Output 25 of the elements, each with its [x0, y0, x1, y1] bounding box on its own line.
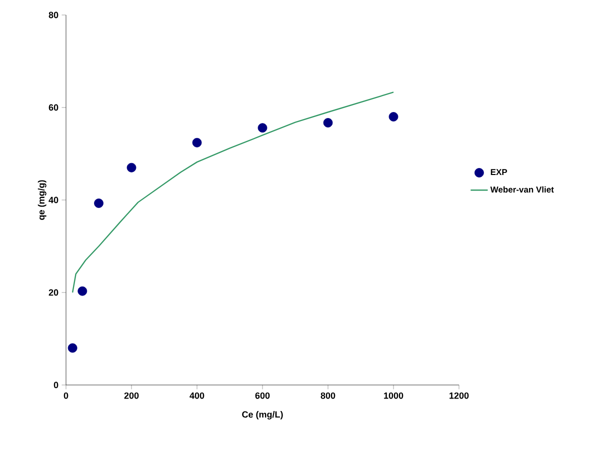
y-tick-label: 40 — [48, 196, 58, 204]
x-tick-label: 200 — [124, 392, 139, 399]
point — [258, 123, 268, 133]
point — [68, 343, 78, 353]
x-tick-label: 600 — [255, 392, 270, 399]
legend-label: Weber-van Vliet — [490, 186, 554, 193]
y-tick-label: 60 — [48, 104, 58, 111]
x-tick-label: 1000 — [384, 392, 404, 399]
x-tick-label: 400 — [190, 392, 204, 399]
y-axis-title: qe (mg/g) — [38, 180, 46, 220]
legend-label: EXP — [490, 169, 508, 175]
point — [78, 286, 88, 296]
y-tick-label: 80 — [48, 12, 58, 18]
y-tick-label: 20 — [48, 289, 58, 296]
x-axis-title: Ce (mg/L) — [242, 411, 283, 420]
point — [94, 198, 104, 208]
point — [388, 112, 398, 122]
point — [192, 138, 202, 148]
point — [323, 118, 333, 128]
y-tick-label: 0 — [54, 382, 58, 388]
line-series — [72, 92, 394, 294]
x-tick-label: 0 — [64, 392, 68, 399]
x-tick-label: 1200 — [450, 392, 469, 399]
x-tick-label: 800 — [320, 392, 336, 399]
point — [126, 162, 136, 172]
